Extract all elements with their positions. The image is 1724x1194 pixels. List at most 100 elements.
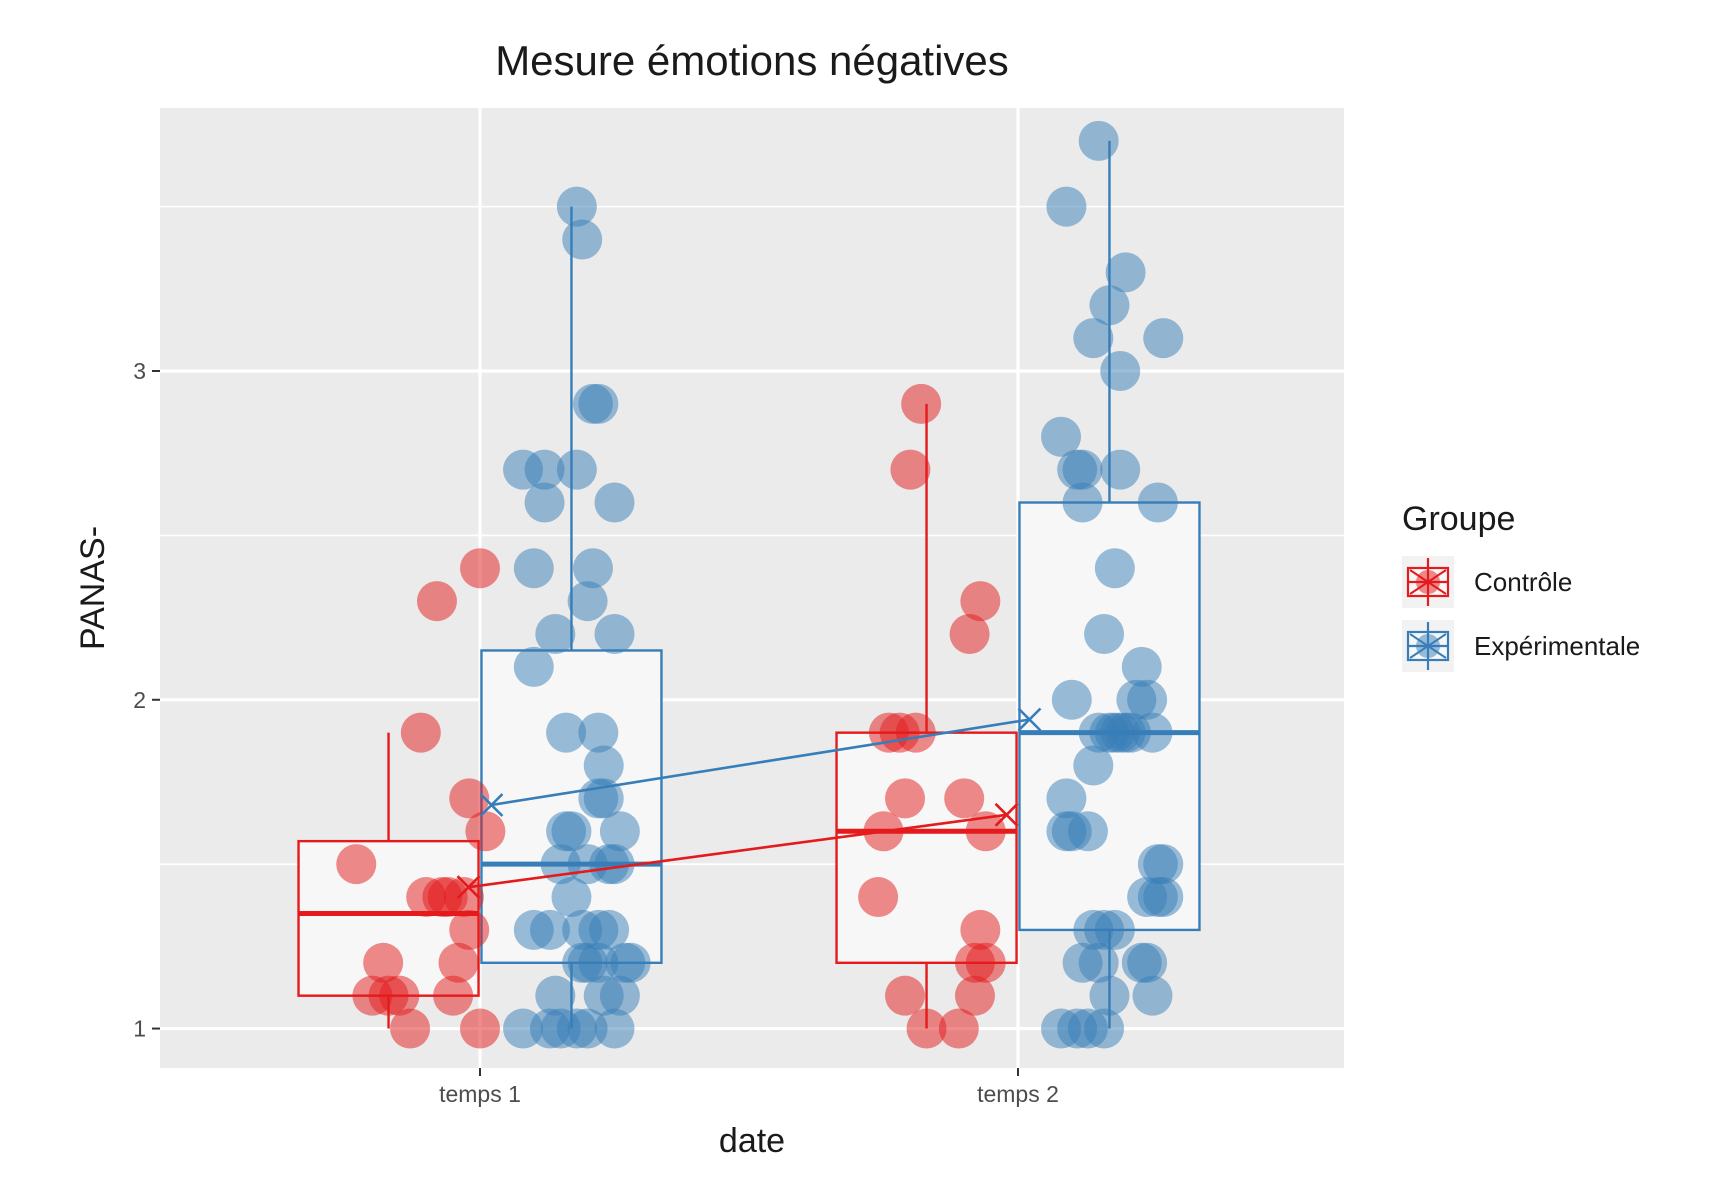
data-point (1089, 975, 1130, 1016)
data-point (599, 811, 640, 852)
data-point (551, 811, 592, 852)
data-point (460, 548, 500, 589)
data-point (890, 449, 931, 490)
y-tick-label: 3 (133, 358, 146, 384)
data-point (465, 811, 506, 852)
data-point (1062, 482, 1103, 523)
data-point (960, 581, 1001, 622)
data-point (524, 482, 565, 523)
data-point (535, 614, 576, 655)
mean-line (468, 813, 1007, 889)
data-point (954, 975, 995, 1016)
mean-marker (479, 793, 504, 817)
x-tick-label: temps 2 (977, 1081, 1059, 1107)
data-point (895, 712, 936, 753)
data-point (1089, 285, 1130, 326)
data-point (938, 1008, 979, 1049)
data-point (594, 1008, 635, 1049)
data-point (1051, 679, 1092, 720)
x-axis-title: date (719, 1122, 785, 1160)
data-point (1121, 646, 1162, 687)
mean-marker (994, 802, 1019, 827)
legend-title: Groupe (1402, 500, 1515, 538)
data-point (1127, 942, 1168, 983)
data-point (546, 712, 587, 753)
data-point (1041, 416, 1082, 457)
data-point (524, 449, 565, 490)
legend: Groupe Contrôle Expérimentale (1402, 500, 1640, 672)
data-point (363, 942, 404, 983)
legend-label: Expérimentale (1474, 631, 1640, 661)
data-point (594, 482, 635, 523)
data-point (535, 975, 576, 1016)
chart-title: Mesure émotions négatives (495, 37, 1009, 84)
legend-key (1402, 620, 1454, 672)
data-point (965, 942, 1006, 983)
data-point (1132, 712, 1173, 753)
mean-line (491, 718, 1030, 807)
data-point (594, 844, 635, 885)
legend-key (1402, 556, 1454, 608)
data-point (336, 844, 377, 885)
data-point (944, 778, 985, 819)
data-point (1067, 811, 1108, 852)
data-point (1100, 449, 1141, 490)
data-point (1105, 252, 1146, 293)
data-point (578, 712, 619, 753)
data-point (1084, 614, 1125, 655)
legend-key-point (1416, 634, 1440, 658)
data-point (513, 646, 554, 687)
data-point (960, 909, 1001, 950)
data-point (1046, 778, 1087, 819)
mean-marker (1017, 707, 1042, 732)
data-point (1073, 745, 1114, 786)
data-point (390, 1008, 431, 1049)
data-point (1094, 548, 1135, 589)
data-point (610, 942, 651, 983)
data-point (906, 1008, 947, 1049)
data-point (449, 909, 490, 950)
data-point (529, 909, 570, 950)
data-point (578, 383, 619, 424)
data-point (1127, 679, 1168, 720)
data-point (949, 614, 990, 655)
data-point (379, 975, 420, 1016)
y-tick-label: 1 (133, 1016, 146, 1042)
data-point (551, 877, 592, 918)
data-point (1100, 351, 1141, 392)
data-point (567, 581, 608, 622)
data-point (583, 745, 624, 786)
axes: 1 2 3 temps 1 temps 2 (133, 358, 1059, 1107)
data-point (449, 778, 490, 819)
data-point (433, 975, 474, 1016)
data-point (1078, 120, 1119, 161)
jittered-points (336, 120, 1184, 1049)
x-tick-label: temps 1 (439, 1081, 521, 1107)
data-point (594, 614, 635, 655)
data-point (885, 975, 926, 1016)
data-point (438, 942, 479, 983)
data-point (1143, 877, 1184, 918)
data-point (460, 1008, 500, 1049)
data-point (572, 548, 613, 589)
data-point (965, 811, 1006, 852)
legend-label: Contrôle (1474, 567, 1572, 597)
data-point (599, 975, 640, 1016)
data-point (562, 219, 603, 260)
data-point (858, 877, 899, 918)
data-point (1094, 909, 1135, 950)
mean-marker (456, 875, 481, 900)
data-point (901, 383, 942, 424)
data-point (556, 449, 597, 490)
data-point (1143, 318, 1184, 359)
data-point (400, 712, 441, 753)
data-point (1073, 318, 1114, 359)
data-point (1143, 844, 1184, 885)
data-point (1084, 1008, 1125, 1049)
y-tick-label: 2 (133, 687, 146, 713)
data-point (1132, 975, 1173, 1016)
data-point (556, 186, 597, 227)
mean-lines (456, 707, 1042, 900)
data-point (416, 581, 457, 622)
